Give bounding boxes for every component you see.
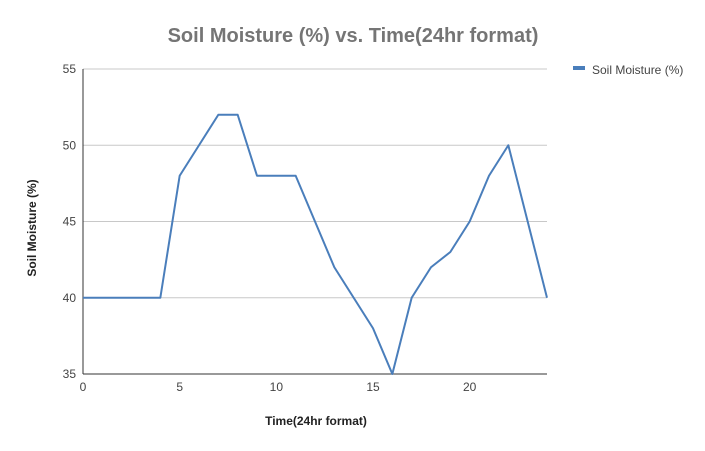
x-tick-label: 0 bbox=[80, 380, 87, 394]
y-tick-label: 35 bbox=[63, 367, 77, 381]
x-axis-ticks: 0 5 10 15 20 bbox=[80, 380, 477, 394]
legend-swatch bbox=[573, 66, 585, 70]
legend: Soil Moisture (%) bbox=[573, 63, 683, 77]
legend-label: Soil Moisture (%) bbox=[592, 63, 683, 77]
x-tick-label: 15 bbox=[366, 380, 380, 394]
y-tick-label: 55 bbox=[63, 62, 77, 76]
chart-title: Soil Moisture (%) vs. Time(24hr format) bbox=[168, 25, 539, 47]
y-axis-title: Soil Moisture (%) bbox=[25, 179, 39, 276]
series-line-0 bbox=[83, 113, 548, 375]
axes bbox=[82, 69, 547, 375]
series-layer bbox=[83, 113, 548, 375]
x-axis-title: Time(24hr format) bbox=[265, 414, 367, 428]
x-tick-label: 5 bbox=[176, 380, 183, 394]
y-tick-label: 40 bbox=[63, 291, 77, 305]
x-tick-label: 10 bbox=[270, 380, 284, 394]
y-tick-label: 45 bbox=[63, 215, 77, 229]
x-tick-label: 20 bbox=[463, 380, 477, 394]
y-axis-ticks: 35 40 45 50 55 bbox=[63, 62, 77, 381]
y-tick-label: 50 bbox=[63, 138, 77, 152]
